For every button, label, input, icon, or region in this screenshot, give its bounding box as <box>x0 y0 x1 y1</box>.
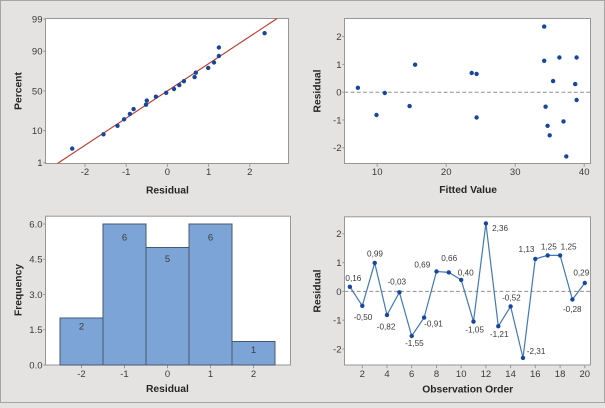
svg-text:0: 0 <box>336 287 341 298</box>
svg-text:Frequency: Frequency <box>14 264 25 316</box>
svg-text:10: 10 <box>32 126 43 137</box>
svg-text:-1,55: -1,55 <box>405 339 424 348</box>
svg-text:2: 2 <box>247 167 252 178</box>
svg-text:2: 2 <box>360 369 365 380</box>
svg-text:0: 0 <box>165 369 170 380</box>
svg-text:6.0: 6.0 <box>29 219 42 230</box>
svg-text:1: 1 <box>208 369 213 380</box>
svg-text:-0,82: -0,82 <box>377 322 396 331</box>
svg-text:Fitted Value: Fitted Value <box>439 185 497 196</box>
svg-text:8: 8 <box>434 369 439 380</box>
svg-text:1: 1 <box>206 167 211 178</box>
svg-text:10: 10 <box>456 369 467 380</box>
svg-text:0,99: 0,99 <box>367 249 383 258</box>
svg-text:-2: -2 <box>333 143 341 154</box>
svg-text:1: 1 <box>336 258 341 269</box>
svg-text:20: 20 <box>441 167 452 178</box>
svg-text:Residual: Residual <box>313 269 324 312</box>
svg-text:4: 4 <box>384 369 389 380</box>
svg-text:-0,03: -0,03 <box>387 277 406 286</box>
svg-text:Percent: Percent <box>14 72 25 110</box>
svg-text:99: 99 <box>32 14 43 25</box>
svg-text:50: 50 <box>32 86 43 97</box>
svg-text:0: 0 <box>336 88 341 99</box>
svg-text:1: 1 <box>37 158 42 169</box>
svg-text:1: 1 <box>251 345 256 356</box>
svg-text:-1,21: -1,21 <box>490 330 509 339</box>
svg-text:18: 18 <box>555 369 566 380</box>
svg-text:90: 90 <box>32 47 43 58</box>
svg-text:Residual: Residual <box>146 186 189 197</box>
svg-text:Residual: Residual <box>313 69 324 112</box>
svg-text:2: 2 <box>336 229 341 240</box>
svg-text:4.5: 4.5 <box>29 255 42 266</box>
svg-text:2,36: 2,36 <box>492 224 508 233</box>
svg-text:-0,28: -0,28 <box>563 305 582 314</box>
svg-text:-0,50: -0,50 <box>354 313 373 322</box>
svg-text:3.0: 3.0 <box>29 290 42 301</box>
svg-text:5: 5 <box>165 254 170 265</box>
svg-text:1: 1 <box>336 60 341 71</box>
svg-text:1,13: 1,13 <box>519 245 535 254</box>
svg-text:0,16: 0,16 <box>345 274 361 283</box>
svg-text:-1: -1 <box>333 316 341 327</box>
svg-text:1,25: 1,25 <box>541 243 557 252</box>
svg-text:6: 6 <box>208 232 213 243</box>
svg-text:10: 10 <box>372 167 383 178</box>
svg-text:-2: -2 <box>77 369 85 380</box>
svg-text:0,66: 0,66 <box>441 254 457 263</box>
svg-text:Observation Order: Observation Order <box>422 384 513 395</box>
svg-text:16: 16 <box>530 369 541 380</box>
svg-text:1,25: 1,25 <box>561 243 577 252</box>
svg-text:-1: -1 <box>122 167 130 178</box>
svg-text:2: 2 <box>336 32 341 43</box>
svg-text:-1: -1 <box>120 369 128 380</box>
svg-text:-1,05: -1,05 <box>465 325 484 334</box>
svg-text:14: 14 <box>505 369 516 380</box>
svg-text:12: 12 <box>481 369 492 380</box>
svg-text:20: 20 <box>580 369 591 380</box>
svg-text:2: 2 <box>251 369 256 380</box>
svg-text:-2: -2 <box>333 344 341 355</box>
svg-text:40: 40 <box>579 167 590 178</box>
svg-text:Residual: Residual <box>146 384 189 395</box>
svg-text:30: 30 <box>510 167 521 178</box>
svg-text:-0,91: -0,91 <box>424 320 443 329</box>
svg-text:-0,52: -0,52 <box>502 294 521 303</box>
svg-text:2: 2 <box>79 322 84 333</box>
svg-text:1.5: 1.5 <box>29 325 42 336</box>
svg-text:0,69: 0,69 <box>414 261 430 270</box>
svg-text:0,40: 0,40 <box>458 269 474 278</box>
svg-text:6: 6 <box>122 232 127 243</box>
svg-text:0: 0 <box>165 167 170 178</box>
svg-text:0,29: 0,29 <box>573 268 589 277</box>
svg-text:-1: -1 <box>333 115 341 126</box>
svg-text:-2: -2 <box>81 167 89 178</box>
svg-text:6: 6 <box>409 369 414 380</box>
svg-text:0.0: 0.0 <box>29 360 42 371</box>
svg-text:-2,31: -2,31 <box>527 347 546 356</box>
